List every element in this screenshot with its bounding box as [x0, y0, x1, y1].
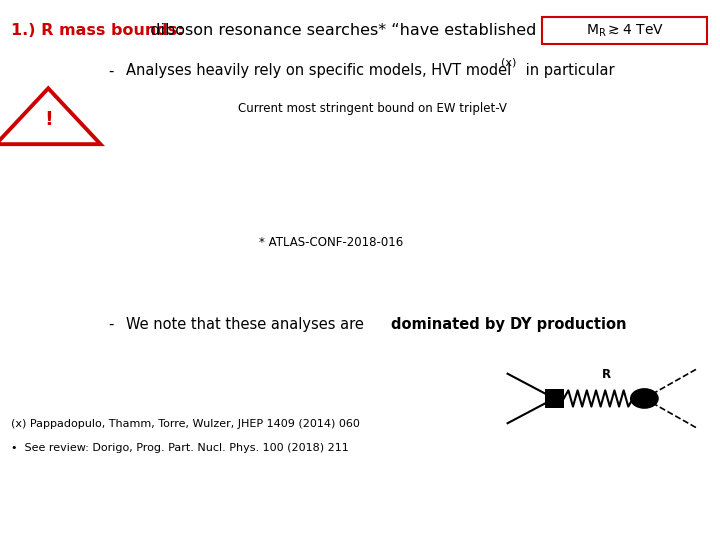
Text: We note that these analyses are: We note that these analyses are	[126, 317, 369, 332]
Text: dominated by DY production: dominated by DY production	[391, 317, 626, 332]
Text: !: !	[44, 110, 53, 129]
FancyBboxPatch shape	[542, 17, 707, 44]
Text: 1.) R mass bounds:: 1.) R mass bounds:	[11, 23, 184, 38]
Text: Resonance Lagrangians and HEFT: Resonance Lagrangians and HEFT	[256, 517, 464, 530]
Text: R: R	[602, 368, 611, 381]
Text: 29/15: 29/15	[672, 517, 706, 530]
Polygon shape	[0, 89, 101, 144]
Text: $\mathrm{M_R} \gtrsim 4\ \mathrm{TeV}$: $\mathrm{M_R} \gtrsim 4\ \mathrm{TeV}$	[585, 22, 664, 39]
Bar	[545, 389, 564, 408]
Text: •  See review: Dorigo, Prog. Part. Nucl. Phys. 100 (2018) 211: • See review: Dorigo, Prog. Part. Nucl. …	[11, 443, 348, 453]
Text: (x) Pappadopulo, Thamm, Torre, Wulzer, JHEP 1409 (2014) 060: (x) Pappadopulo, Thamm, Torre, Wulzer, J…	[11, 419, 360, 429]
Text: Current most stringent bound on EW triplet-V: Current most stringent bound on EW tripl…	[238, 102, 506, 114]
Text: (x): (x)	[501, 57, 516, 68]
Text: J.J. Sanz Cillero: J.J. Sanz Cillero	[14, 517, 106, 530]
Text: diboson resonance searches* “have established ”: diboson resonance searches* “have establ…	[140, 23, 550, 38]
Text: -: -	[108, 63, 113, 78]
Circle shape	[631, 389, 658, 408]
Text: Analyses heavily rely on specific models, HVT model: Analyses heavily rely on specific models…	[126, 63, 511, 78]
Text: * ATLAS-CONF-2018-016: * ATLAS-CONF-2018-016	[259, 236, 403, 249]
Text: -: -	[108, 317, 113, 332]
Text: in particular: in particular	[521, 63, 615, 78]
